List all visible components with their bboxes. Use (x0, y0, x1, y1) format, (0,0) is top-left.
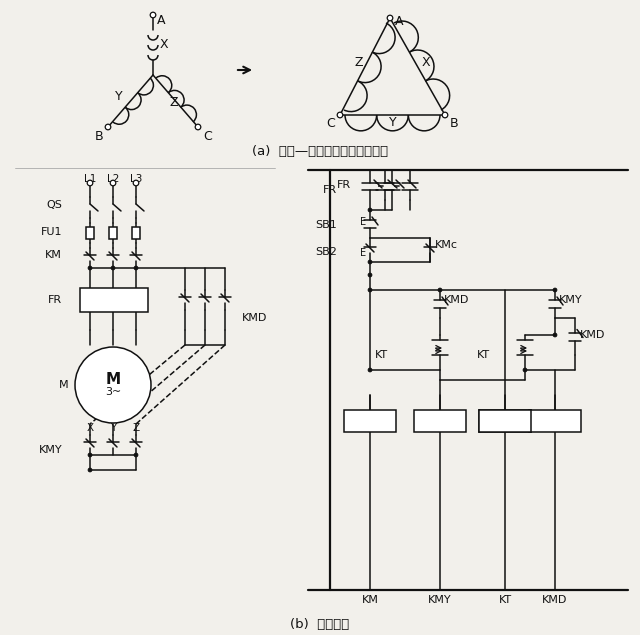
Bar (414, 410, 466, 432)
Circle shape (88, 468, 92, 472)
Text: KMD: KMD (242, 313, 268, 323)
Text: M: M (58, 380, 68, 390)
Text: SB2: SB2 (315, 247, 337, 257)
Text: Y: Y (115, 90, 123, 102)
Text: L2: L2 (107, 174, 119, 184)
Text: L3: L3 (130, 174, 142, 184)
Circle shape (133, 180, 139, 186)
Circle shape (553, 333, 557, 337)
Circle shape (523, 368, 527, 372)
Bar (344, 410, 396, 432)
Text: B: B (94, 130, 103, 143)
Text: E: E (360, 217, 366, 227)
Text: KT: KT (375, 350, 388, 360)
Text: C: C (203, 130, 212, 143)
Circle shape (195, 124, 201, 130)
Circle shape (387, 15, 393, 21)
Text: X: X (86, 423, 93, 433)
Circle shape (105, 124, 111, 130)
Bar (80, 288, 148, 312)
Text: Z: Z (355, 55, 363, 69)
Circle shape (368, 273, 372, 277)
Text: KMD: KMD (444, 295, 469, 305)
Text: L1: L1 (84, 174, 96, 184)
Bar (479, 410, 531, 432)
Bar (479, 410, 531, 432)
Circle shape (88, 453, 92, 457)
Circle shape (75, 347, 151, 423)
Text: Y: Y (389, 116, 397, 128)
Text: FR: FR (323, 185, 337, 195)
Text: KT: KT (477, 350, 490, 360)
Circle shape (111, 266, 115, 270)
Text: A: A (157, 14, 166, 27)
Circle shape (88, 266, 92, 270)
Circle shape (368, 288, 372, 292)
Text: FU1: FU1 (40, 227, 62, 237)
Bar (109, 227, 117, 239)
Text: C: C (132, 294, 140, 304)
Circle shape (87, 180, 93, 186)
Circle shape (110, 180, 116, 186)
Text: FR: FR (48, 295, 62, 305)
Text: FR: FR (337, 180, 351, 190)
Circle shape (553, 288, 557, 292)
Text: (b)  控制线路: (b) 控制线路 (291, 618, 349, 631)
Text: A: A (86, 294, 93, 304)
Text: SB1: SB1 (316, 220, 337, 230)
Text: KMY: KMY (38, 445, 62, 455)
Text: C: C (326, 117, 335, 130)
Circle shape (368, 368, 372, 372)
Text: KMD: KMD (580, 330, 605, 340)
Circle shape (368, 208, 372, 212)
Text: E: E (360, 248, 366, 258)
Text: QS: QS (46, 200, 62, 210)
Text: 3~: 3~ (105, 387, 121, 397)
Circle shape (150, 12, 156, 18)
Circle shape (438, 288, 442, 292)
Circle shape (134, 453, 138, 457)
Bar (529, 410, 581, 432)
Circle shape (337, 112, 343, 118)
Bar (132, 227, 140, 239)
Text: Z: Z (132, 423, 140, 433)
Text: KMY: KMY (428, 595, 452, 605)
Text: X: X (160, 39, 168, 51)
Text: KMY: KMY (559, 295, 582, 305)
Text: M: M (106, 373, 120, 387)
Circle shape (442, 112, 448, 118)
Bar (86, 227, 94, 239)
Circle shape (134, 266, 138, 270)
Text: KM: KM (45, 250, 62, 260)
Text: A: A (395, 15, 403, 28)
Circle shape (368, 260, 372, 264)
Text: Y: Y (110, 423, 116, 433)
Text: KMc: KMc (435, 240, 458, 250)
Text: B: B (450, 117, 459, 130)
Text: KT: KT (499, 595, 511, 605)
Text: X: X (422, 55, 431, 69)
Text: KMD: KMD (542, 595, 568, 605)
Text: (a)  星形—三角形转换绕组连接图: (a) 星形—三角形转换绕组连接图 (252, 145, 388, 158)
Text: Z: Z (170, 95, 179, 109)
Text: KM: KM (362, 595, 378, 605)
Text: B: B (109, 294, 116, 304)
